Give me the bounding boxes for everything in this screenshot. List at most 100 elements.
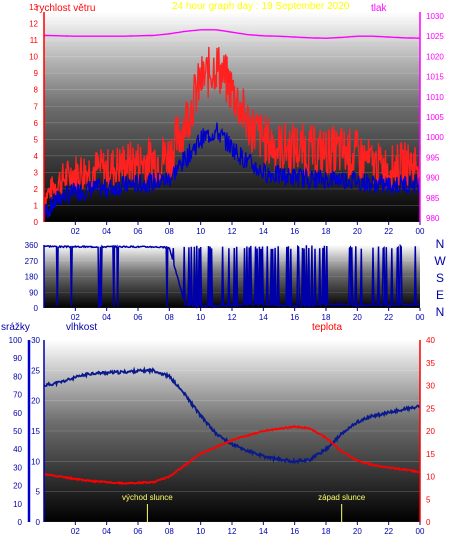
x-tick-label: 22 xyxy=(384,527,393,536)
temperature-tick-label: 5 xyxy=(426,495,431,504)
wind-tick-label: 13 xyxy=(29,3,38,12)
direction-axis-ticks: 0 90 180 270 360 xyxy=(25,241,39,313)
x-tick-label: 20 xyxy=(353,313,362,322)
humidity-tick-label: 5 xyxy=(36,488,41,497)
wind-tick-label: 8 xyxy=(34,86,39,95)
x-tick-label: 12 xyxy=(228,227,237,236)
x-tick-label: 08 xyxy=(165,527,174,536)
temperature-axis-ticks: 0 5 10 15 20 25 30 35 40 xyxy=(426,336,435,527)
humidity-axis-ticks: 0 5 10 15 20 25 30 xyxy=(31,336,40,527)
compass-label: E xyxy=(436,288,444,302)
pressure-tick-label: 1020 xyxy=(426,52,444,61)
pressure-tick-label: 985 xyxy=(426,194,440,203)
compass-label: N xyxy=(436,237,445,251)
x-tick-label: 18 xyxy=(322,527,331,536)
wind-tick-label: 11 xyxy=(30,36,39,45)
temperature-series xyxy=(43,424,421,485)
humidity-temperature-panel: srážky vlhkost teplota 01020304050607080… xyxy=(1,322,435,536)
direction-tick-label: 270 xyxy=(25,257,39,266)
wind-time-axis: 02 04 06 08 10 12 14 16 18 20 22 00 xyxy=(71,222,425,236)
x-tick-label: 14 xyxy=(259,227,268,236)
temperature-axis-label: teplota xyxy=(312,322,342,333)
rain-tick-label: 30 xyxy=(13,463,22,472)
plot-area-background xyxy=(44,245,420,308)
wind-pressure-plot xyxy=(43,6,421,223)
humidity-tick-label: 0 xyxy=(36,518,41,527)
temperature-tick-label: 25 xyxy=(426,404,435,413)
x-tick-label: 16 xyxy=(290,227,299,236)
sunrise-label: východ slunce xyxy=(122,493,173,502)
temperature-tick-label: 0 xyxy=(426,518,431,527)
x-tick-label: 10 xyxy=(196,227,205,236)
x-tick-label: 00 xyxy=(416,227,425,236)
direction-tick-label: 90 xyxy=(29,288,38,297)
humidity-tick-label: 25 xyxy=(31,366,40,375)
x-tick-label: 08 xyxy=(165,227,174,236)
wind-tick-label: 10 xyxy=(29,53,38,62)
compass-label: N xyxy=(436,305,445,319)
direction-plot xyxy=(43,243,421,309)
wind-tick-label: 2 xyxy=(34,185,39,194)
humidity-tick-label: 15 xyxy=(31,427,40,436)
wind-tick-label: 9 xyxy=(34,69,39,78)
compass-label: W xyxy=(434,254,446,268)
wind-tick-label: 7 xyxy=(34,102,39,111)
direction-time-axis: 02 04 06 08 10 12 14 16 18 20 22 00 xyxy=(71,308,425,322)
x-tick-label: 06 xyxy=(134,227,143,236)
wind-tick-label: 12 xyxy=(29,20,38,29)
x-tick-label: 18 xyxy=(322,313,331,322)
humidity-tick-label: 10 xyxy=(31,457,40,466)
rain-tick-label: 60 xyxy=(13,409,22,418)
x-tick-label: 02 xyxy=(71,527,80,536)
pressure-tick-label: 1005 xyxy=(426,113,444,122)
rain-axis-label: srážky xyxy=(1,322,30,333)
x-tick-label: 02 xyxy=(71,313,80,322)
temperature-tick-label: 35 xyxy=(426,359,435,368)
rain-axis-ticks: 0 10 20 30 40 50 60 70 80 90 100 xyxy=(9,336,31,527)
plot-area-background xyxy=(44,340,420,522)
wind-tick-label: 0 xyxy=(34,218,39,227)
x-tick-label: 22 xyxy=(384,313,393,322)
plot-area-background xyxy=(44,12,420,222)
rain-tick-label: 20 xyxy=(13,482,22,491)
x-tick-label: 00 xyxy=(416,527,425,536)
temperature-tick-label: 15 xyxy=(426,450,435,459)
pressure-tick-label: 1015 xyxy=(426,73,444,82)
wind-average-series xyxy=(43,122,421,219)
direction-tick-label: 360 xyxy=(25,241,39,250)
wind-axis-label: rychlost větru xyxy=(36,3,95,14)
rain-tick-label: 0 xyxy=(18,518,23,527)
temperature-tick-label: 30 xyxy=(426,382,435,391)
pressure-axis-ticks: 980 985 990 995 1000 1005 1010 1015 1020 1025 1030 xyxy=(426,12,444,223)
x-tick-label: 22 xyxy=(384,227,393,236)
pressure-tick-label: 1010 xyxy=(426,93,444,102)
pressure-series xyxy=(43,29,421,40)
temperature-tick-label: 20 xyxy=(426,427,435,436)
pressure-axis-label: tlak xyxy=(371,3,388,14)
rain-tick-label: 70 xyxy=(13,391,22,400)
pressure-tick-label: 980 xyxy=(426,214,440,223)
x-tick-label: 08 xyxy=(165,313,174,322)
x-tick-label: 12 xyxy=(228,313,237,322)
pressure-tick-label: 990 xyxy=(426,174,440,183)
rain-tick-label: 40 xyxy=(13,445,22,454)
humidity-tick-label: 30 xyxy=(31,336,40,345)
humidity-tick-label: 20 xyxy=(31,397,40,406)
x-tick-label: 20 xyxy=(353,527,362,536)
rain-tick-label: 10 xyxy=(13,500,22,509)
wind-speed-series xyxy=(43,46,421,205)
humidity-series xyxy=(43,366,421,465)
sunset-label: západ slunce xyxy=(318,493,366,502)
x-tick-label: 02 xyxy=(71,227,80,236)
humidity-axis-label: vlhkost xyxy=(66,322,97,333)
wind-tick-label: 6 xyxy=(34,119,39,128)
chart-title: 24 hour graph day : 19 September 2020 xyxy=(172,1,350,12)
pressure-tick-label: 1025 xyxy=(426,32,444,41)
direction-series xyxy=(43,243,421,309)
wind-tick-label: 4 xyxy=(34,152,39,161)
pressure-tick-label: 1000 xyxy=(426,133,444,142)
x-tick-label: 04 xyxy=(102,527,111,536)
rain-tick-label: 80 xyxy=(13,372,22,381)
